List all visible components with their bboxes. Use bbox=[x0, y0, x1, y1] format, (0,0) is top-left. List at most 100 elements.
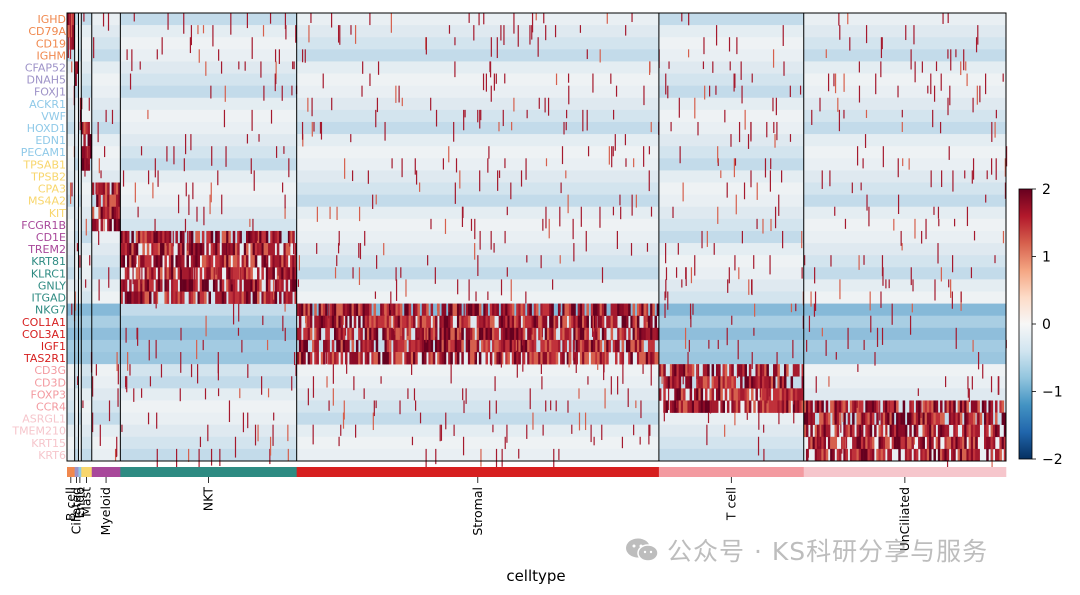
expr-stripe bbox=[593, 327, 596, 341]
expr-stripe bbox=[131, 243, 134, 256]
heatmap-cell-kit-mast bbox=[81, 206, 93, 220]
expr-stripe bbox=[285, 291, 289, 304]
expr-stripe bbox=[164, 255, 167, 268]
speckle bbox=[320, 121, 323, 140]
expr-stripe bbox=[542, 303, 546, 316]
expr-stripe bbox=[404, 352, 407, 365]
expr-stripe bbox=[742, 364, 745, 377]
expr-stripe bbox=[918, 436, 921, 450]
expr-stripe bbox=[685, 400, 688, 413]
expr-stripe bbox=[924, 448, 928, 462]
speckle bbox=[166, 146, 168, 162]
heatmap-cell-cd19-mast bbox=[81, 37, 93, 50]
expr-stripe bbox=[617, 327, 620, 341]
expr-stripe bbox=[177, 243, 181, 256]
expr-stripe bbox=[144, 291, 148, 304]
heatmap-cell-tas2r1-nkt bbox=[120, 352, 298, 365]
expr-stripe bbox=[344, 303, 348, 316]
expr-stripe bbox=[959, 400, 963, 413]
expr-stripe bbox=[325, 327, 328, 341]
speckle bbox=[813, 303, 816, 317]
expr-stripe bbox=[232, 267, 236, 280]
speckle bbox=[204, 388, 207, 400]
heatmap-cell-ighd-myeloid bbox=[91, 13, 121, 26]
expr-stripe bbox=[190, 255, 194, 268]
expr-stripe bbox=[702, 364, 706, 377]
expr-stripe bbox=[505, 327, 508, 341]
heatmap-cell-cpa3-t-cell bbox=[658, 182, 805, 195]
heatmap-cell-gnly-t-cell bbox=[658, 279, 805, 292]
expr-stripe bbox=[652, 339, 655, 353]
expr-stripe bbox=[120, 255, 123, 268]
speckle bbox=[285, 25, 287, 40]
expr-stripe bbox=[995, 412, 998, 425]
heatmap-cell-ccr4-myeloid bbox=[91, 400, 121, 413]
gene-label-cd19: CD19 bbox=[36, 37, 66, 50]
speckle bbox=[87, 146, 90, 160]
speckle bbox=[1004, 158, 1006, 177]
speckle bbox=[991, 448, 993, 470]
expr-stripe bbox=[481, 327, 484, 341]
speckle bbox=[463, 400, 465, 414]
expr-stripe bbox=[984, 436, 987, 450]
gene-label-cd3d: CD3D bbox=[34, 376, 66, 389]
expr-stripe bbox=[124, 243, 128, 256]
expr-stripe bbox=[823, 436, 827, 450]
speckle bbox=[246, 13, 248, 29]
expr-stripe bbox=[882, 412, 886, 425]
speckle bbox=[260, 61, 262, 78]
expr-stripe bbox=[265, 291, 269, 304]
speckle bbox=[196, 339, 198, 360]
expr-stripe bbox=[922, 412, 925, 425]
expr-stripe bbox=[500, 352, 504, 365]
expr-stripe bbox=[133, 243, 137, 256]
speckle bbox=[417, 327, 419, 338]
speckle bbox=[196, 206, 198, 222]
expr-stripe bbox=[135, 279, 139, 292]
expr-stripe bbox=[579, 327, 583, 341]
expr-stripe bbox=[937, 448, 941, 462]
speckle bbox=[972, 97, 974, 113]
expr-stripe bbox=[137, 279, 141, 292]
expr-stripe bbox=[241, 291, 245, 304]
speckle bbox=[445, 412, 447, 430]
expr-stripe bbox=[617, 339, 620, 353]
speckle bbox=[137, 327, 139, 346]
expr-stripe bbox=[601, 315, 605, 329]
expr-stripe bbox=[445, 339, 449, 353]
speckle bbox=[535, 13, 537, 21]
speckle bbox=[997, 376, 999, 395]
expr-stripe bbox=[612, 339, 616, 353]
expr-stripe bbox=[779, 376, 783, 389]
expr-stripe bbox=[366, 303, 370, 316]
speckle bbox=[900, 230, 902, 246]
expr-stripe bbox=[549, 327, 552, 341]
expr-stripe bbox=[573, 303, 576, 316]
heatmap-cell-hoxd1-t-cell bbox=[658, 121, 805, 135]
expr-stripe bbox=[342, 327, 346, 341]
speckle bbox=[108, 267, 110, 288]
expr-stripe bbox=[841, 400, 844, 413]
speckle bbox=[973, 230, 976, 241]
speckle bbox=[773, 121, 775, 133]
expr-stripe bbox=[1003, 436, 1007, 450]
speckle bbox=[751, 73, 753, 83]
expr-stripe bbox=[279, 279, 282, 292]
expr-stripe bbox=[219, 291, 223, 304]
speckle bbox=[682, 376, 684, 385]
expr-stripe bbox=[89, 146, 93, 159]
expr-stripe bbox=[849, 448, 853, 462]
heatmap-cell-tas2r1-unciliated bbox=[803, 352, 1007, 365]
expr-stripe bbox=[100, 218, 104, 232]
expr-stripe bbox=[557, 339, 561, 353]
expr-stripe bbox=[810, 436, 813, 450]
speckle bbox=[307, 388, 309, 406]
expr-stripe bbox=[79, 109, 82, 123]
speckle bbox=[494, 376, 496, 392]
speckle bbox=[397, 327, 400, 338]
colorbar-ticks: 210−1−2 bbox=[1032, 182, 1063, 468]
expr-stripe bbox=[472, 327, 475, 341]
expr-stripe bbox=[283, 243, 286, 256]
speckle bbox=[1004, 182, 1007, 199]
speckle bbox=[511, 121, 513, 131]
